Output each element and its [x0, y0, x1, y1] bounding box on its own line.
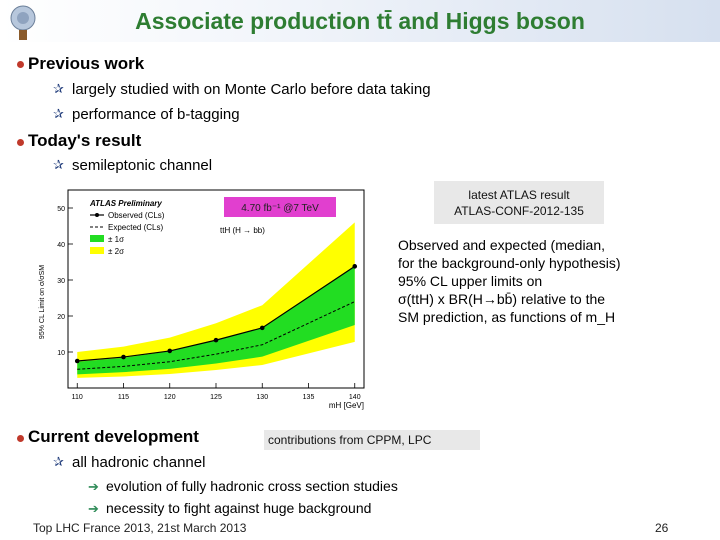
- current-subitem-2: necessity to fight against huge backgrou…: [106, 500, 372, 516]
- title-bar: [0, 0, 720, 42]
- observed-line: [77, 265, 356, 362]
- section-bullet-icon: [17, 61, 24, 68]
- y-tick-label: 20: [57, 314, 65, 321]
- heading-previous-work: Previous work: [28, 54, 145, 73]
- chart-description: Observed and expected (median, for the b…: [398, 236, 698, 326]
- current-item-1: all hadronic channel: [72, 454, 206, 471]
- limit-chart: 110 115 120 125 130 135 140 10 20 30 40 50 95% CL L…: [34, 182, 374, 414]
- band-1sigma: [77, 265, 355, 375]
- section-bullet-icon: [17, 435, 24, 442]
- observed-point: [121, 354, 126, 360]
- atlas-result-line-1: latest ATLAS result: [468, 188, 570, 202]
- cppm-logo-icon: [10, 5, 36, 40]
- slide-title: Associate production tt̄ and Higgs boson: [135, 8, 585, 34]
- observed-point: [352, 264, 358, 269]
- star-bullet-icon: ✰: [53, 157, 64, 172]
- atlas-result-line-2: ATLAS-CONF-2012-135: [454, 204, 584, 218]
- observed-point: [167, 348, 173, 354]
- description-line: 95% CL upper limits on: [398, 273, 543, 289]
- previous-item-1: largely studied with on Monte Carlo befo…: [72, 81, 431, 98]
- x-tick-label: 110: [72, 394, 83, 401]
- footer-event: Top LHC France 2013, 21st March 2013: [33, 521, 247, 535]
- legend-2sigma-swatch: [90, 247, 104, 254]
- atlas-result-box: latest ATLAS result ATLAS-CONF-2012-135: [434, 181, 604, 224]
- arrow-bullet-icon: ➔: [88, 501, 99, 516]
- star-bullet-icon: ✰: [53, 454, 64, 469]
- observed-point: [259, 325, 265, 331]
- chart-title: ATLAS Preliminary: [89, 199, 162, 208]
- chart-process-annotation: ttH (H → bb): [220, 226, 265, 235]
- description-line: Observed and expected (median,: [398, 237, 606, 253]
- star-bullet-icon: ✰: [53, 106, 64, 121]
- current-subitem-1: evolution of fully hadronic cross sectio…: [106, 478, 398, 494]
- description-line: for the background-only hypothesis): [398, 255, 621, 271]
- x-tick-label: 140: [349, 394, 361, 401]
- y-tick-label: 40: [57, 242, 65, 249]
- x-tick-label: 125: [210, 394, 222, 401]
- observed-point: [74, 358, 80, 364]
- legend-observed-marker: [95, 213, 99, 217]
- star-bullet-icon: ✰: [53, 81, 64, 96]
- arrow-bullet-icon: ➔: [88, 479, 99, 494]
- y-tick-label: 10: [57, 350, 65, 357]
- chart-y-label: 95% CL Limit on σ/σSM: [39, 265, 46, 339]
- y-tick-label: 30: [57, 278, 65, 285]
- previous-item-2: performance of b-tagging: [72, 106, 240, 123]
- heading-current-development: Current development: [28, 427, 199, 446]
- page-number: 26: [655, 521, 669, 535]
- lumi-label: 4.70 fb⁻¹ @7 TeV: [241, 203, 319, 214]
- x-tick-label: 135: [303, 394, 315, 401]
- section-bullet-icon: [17, 139, 24, 146]
- contributions-box: contributions from CPPM, LPC: [264, 430, 480, 450]
- lumi-box: [224, 197, 336, 217]
- x-tick-label: 130: [256, 394, 268, 401]
- today-item-1: semileptonic channel: [72, 157, 213, 174]
- heading-todays-result: Today's result: [28, 131, 142, 150]
- y-tick-label: 50: [57, 206, 65, 213]
- legend-observed-label: Observed (CLs): [108, 211, 165, 220]
- legend-1sigma-swatch: [90, 235, 104, 242]
- legend-expected-label: Expected (CLs): [108, 223, 163, 232]
- expected-line: [77, 301, 355, 370]
- description-line: σ(ttH) x BR(H→bb̄) relative to the: [398, 291, 606, 307]
- legend-2sigma-label: ± 2σ: [108, 247, 124, 256]
- observed-point: [213, 337, 219, 343]
- chart-x-label: mH [GeV]: [329, 401, 364, 410]
- description-line: SM prediction, as functions of m_H: [398, 309, 616, 325]
- legend-1sigma-label: ± 1σ: [108, 235, 124, 244]
- x-tick-label: 120: [164, 394, 176, 401]
- x-tick-label: 115: [118, 394, 129, 401]
